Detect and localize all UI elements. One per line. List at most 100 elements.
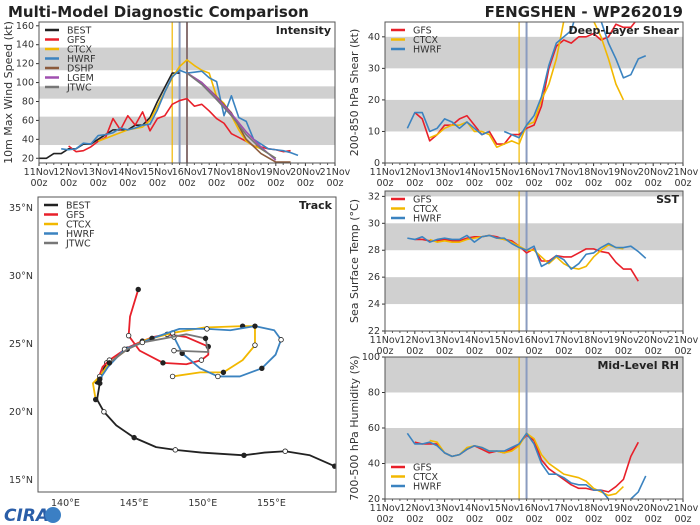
plot-area <box>92 286 336 469</box>
track-point-marker <box>172 447 179 453</box>
storm-title: FENGSHEN - WP262019 <box>485 3 683 21</box>
x-tick-label: 19Nov <box>260 167 291 178</box>
x-tick-label: 20Nov <box>638 503 669 514</box>
y-tick-label: 60 <box>22 115 34 126</box>
x-tick-label: 00z <box>555 514 572 525</box>
plot-frame <box>37 196 337 493</box>
x-tick-label: 18Nov <box>578 335 609 346</box>
x-tick-label: 18Nov <box>578 503 609 514</box>
rh-panel: 11Nov00z12Nov00z13Nov00z14Nov00z15Nov00z… <box>348 352 699 525</box>
y-tick-label: 40 <box>368 459 380 470</box>
x-tick-label: 00z <box>436 178 453 189</box>
y-tick-label: 100 <box>16 78 34 89</box>
x-tick-label: 00z <box>674 514 691 525</box>
plot-area <box>385 357 683 499</box>
plot-frame <box>384 21 684 164</box>
y-tick-label: 0 <box>374 158 380 169</box>
plot-background <box>38 197 336 492</box>
x-tick-label: 17Nov <box>548 503 579 514</box>
legend-label-ctcx: CTCX <box>413 472 439 483</box>
x-tick-label: 00z <box>585 346 602 357</box>
series-ctcx <box>429 22 625 149</box>
x-tick-label: 12Nov <box>399 503 430 514</box>
x-tick-label: 17Nov <box>548 167 579 178</box>
legend-label-ctcx: CTCX <box>413 35 439 46</box>
x-tick-label: 12Nov <box>399 167 430 178</box>
y-tick-label: 140 <box>16 40 34 51</box>
plot-frame <box>384 190 684 332</box>
legend-label-gfs: GFS <box>413 195 432 206</box>
x-tick-label: 00z <box>90 178 107 189</box>
series-line-gfs <box>414 234 639 282</box>
x-tick-label: 15Nov <box>489 167 520 178</box>
shaded-band <box>385 191 683 197</box>
cira-globe-icon <box>45 507 61 523</box>
x-tick-label: 00z <box>178 178 195 189</box>
x-tick-label: 16Nov <box>172 167 203 178</box>
track-point-marker <box>252 323 258 329</box>
track-point-marker <box>278 337 284 343</box>
legend-label-best: BEST <box>67 26 92 37</box>
x-tick-label: 11Nov <box>370 335 401 346</box>
track-point-marker <box>282 448 288 454</box>
series-jtwc <box>106 333 210 366</box>
y-tick-label: 20°N <box>9 407 33 418</box>
x-tick-label: 20Nov <box>290 167 321 178</box>
x-tick-label: 00z <box>525 514 542 525</box>
track-point-marker <box>241 452 247 458</box>
track-point-marker <box>259 365 265 371</box>
x-tick-label: 21Nov <box>668 503 699 514</box>
x-tick-label: 00z <box>496 346 513 357</box>
track-point-marker <box>331 463 336 469</box>
x-tick-label: 00z <box>406 178 423 189</box>
x-tick-label: 14Nov <box>459 335 490 346</box>
x-tick-label: 18Nov <box>578 167 609 178</box>
x-tick-label: 00z <box>376 178 393 189</box>
track-point-marker <box>220 369 227 376</box>
track-point-marker <box>160 360 166 366</box>
x-tick-label: 00z <box>406 514 423 525</box>
x-tick-label: 00z <box>645 178 662 189</box>
cira-logo: CIRA <box>4 506 61 525</box>
series-line-hwrf <box>61 69 299 157</box>
legend-label-gfs: GFS <box>67 35 86 46</box>
x-tick-label: 17Nov <box>548 335 579 346</box>
y-tick-label: 15°N <box>9 475 33 486</box>
x-tick-label: 14Nov <box>459 503 490 514</box>
x-tick-label: 145°E <box>120 498 149 509</box>
series-line-best <box>96 362 335 467</box>
y-tick-label: 22 <box>368 326 380 337</box>
track-point-marker <box>215 373 221 380</box>
y-axis-label: 10m Max Wind Speed (kt) <box>2 21 15 164</box>
series-line-best <box>39 72 180 160</box>
x-tick-label: 21Nov <box>668 167 699 178</box>
x-tick-label: 13Nov <box>83 167 114 178</box>
x-tick-label: 20Nov <box>638 335 669 346</box>
track-panel: 140°E 145°E 150°E 155°E 15°N 20°N 25°N 30°N 35°N… <box>9 196 337 509</box>
y-tick-label: 10 <box>368 126 380 137</box>
y-tick-label: 20 <box>22 153 34 164</box>
x-tick-label: 21Nov <box>668 335 699 346</box>
x-tick-label: 16Nov <box>519 503 550 514</box>
legend-label-ctcx: CTCX <box>67 45 93 56</box>
panel-title: Track <box>299 199 333 212</box>
x-tick-label: 17Nov <box>201 167 232 178</box>
legend-label-jtwc: JTWC <box>65 239 91 250</box>
legend-label-hwrf: HWRF <box>413 214 442 225</box>
y-axis-label: 200-850 hPa Shear (kt) <box>348 29 361 157</box>
plot-frame <box>384 356 684 500</box>
y-tick-label: 80 <box>22 96 34 107</box>
series-line-hwrf <box>407 234 647 270</box>
track-point-marker <box>92 396 99 403</box>
x-tick-label: 00z <box>326 178 343 189</box>
x-tick-label: 00z <box>555 178 572 189</box>
figure-title: Multi-Model Diagnostic Comparison <box>8 3 309 21</box>
x-tick-label: 11Nov <box>370 503 401 514</box>
x-tick-label: 00z <box>238 178 255 189</box>
y-tick-label: 30°N <box>9 271 33 282</box>
x-tick-label: 00z <box>674 178 691 189</box>
y-tick-label: 160 <box>16 21 34 32</box>
y-tick-label: 35°N <box>9 203 33 214</box>
x-tick-label: 00z <box>297 178 314 189</box>
track-point-marker <box>139 339 146 346</box>
